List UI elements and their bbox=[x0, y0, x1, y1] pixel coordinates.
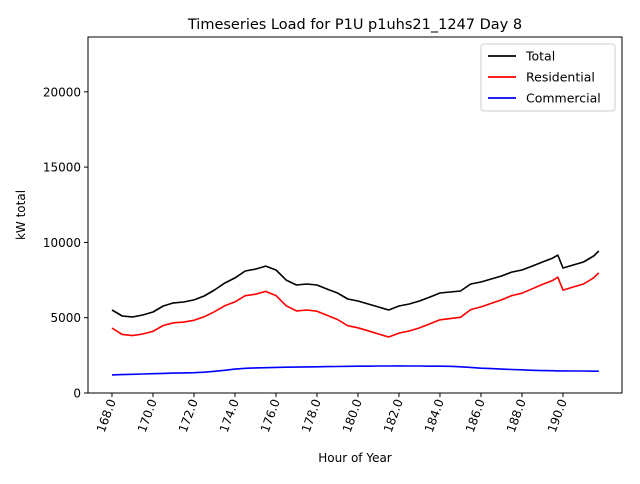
x-tick-label: 184.0 bbox=[422, 397, 447, 434]
x-tick-label: 186.0 bbox=[463, 397, 488, 434]
legend-label-total: Total bbox=[525, 49, 555, 64]
x-tick-label: 172.0 bbox=[176, 397, 201, 434]
legend-label-residential: Residential bbox=[526, 70, 595, 85]
x-tick-label: 182.0 bbox=[381, 397, 406, 434]
y-axis-label: kW total bbox=[14, 190, 28, 240]
plot-frame bbox=[87, 36, 623, 394]
y-tick-label: 15000 bbox=[43, 161, 81, 175]
legend: Total Residential Commercial bbox=[480, 43, 616, 112]
x-tick-label: 188.0 bbox=[504, 397, 529, 434]
y-tick-label: 20000 bbox=[43, 85, 81, 99]
x-tick-label: 170.0 bbox=[135, 397, 160, 434]
x-tick-label: 168.0 bbox=[94, 397, 119, 434]
chart-title: Timeseries Load for P1U p1uhs21_1247 Day… bbox=[187, 17, 522, 33]
y-tick-label: 5000 bbox=[50, 311, 81, 325]
y-tick-label: 10000 bbox=[43, 236, 81, 250]
series-line-residential bbox=[111, 272, 600, 338]
x-tick-label: 176.0 bbox=[258, 397, 283, 434]
x-tick-label: 180.0 bbox=[340, 397, 365, 434]
x-tick-label: 190.0 bbox=[545, 397, 570, 434]
legend-label-commercial: Commercial bbox=[526, 91, 601, 106]
y-tick-label: 0 bbox=[73, 387, 81, 401]
x-tick-label: 178.0 bbox=[299, 397, 324, 434]
series-line-commercial bbox=[111, 365, 599, 376]
x-tick-label: 174.0 bbox=[217, 397, 242, 434]
legend-box bbox=[480, 43, 616, 112]
series-line-total bbox=[111, 250, 600, 318]
x-axis-label: Hour of Year bbox=[318, 451, 392, 465]
